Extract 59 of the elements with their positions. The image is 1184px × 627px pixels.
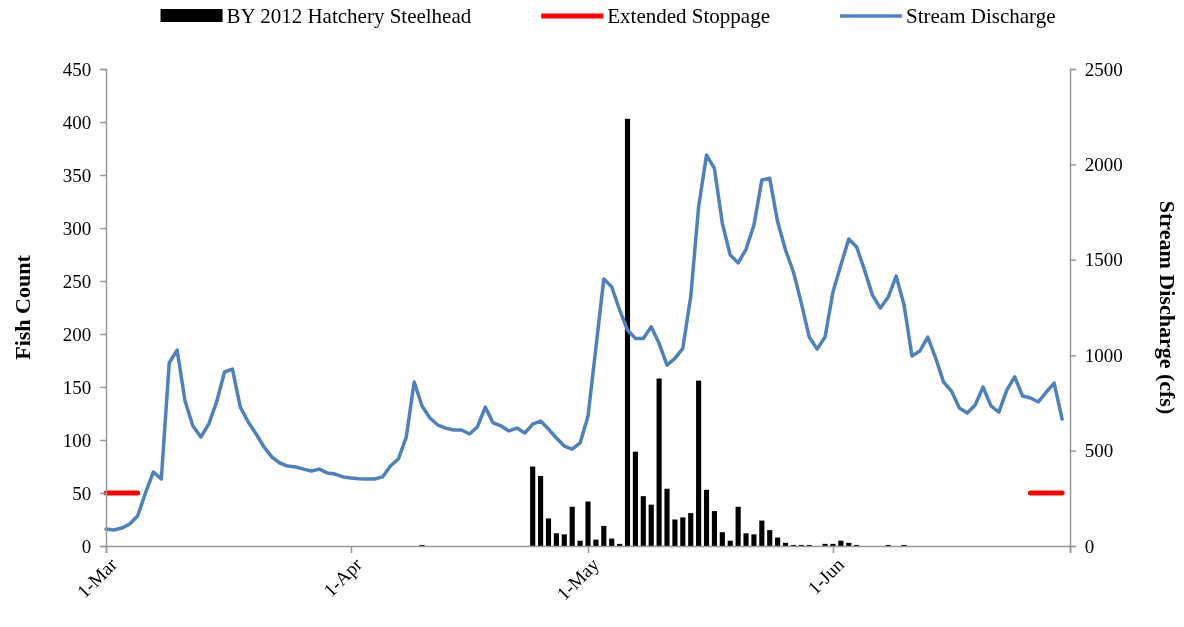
legend-label: BY 2012 Hatchery Steelhead [226, 4, 472, 28]
bar [703, 489, 710, 546]
bar [656, 378, 662, 546]
bar [538, 476, 544, 546]
bar [593, 539, 599, 546]
bar [688, 513, 694, 546]
y-tick-label: 300 [62, 217, 92, 239]
y2-tick-label: 1500 [1084, 249, 1123, 271]
bar [672, 519, 678, 546]
bar [617, 543, 623, 546]
y2-tick-label: 2500 [1084, 58, 1123, 80]
bar [577, 540, 583, 546]
bar [846, 542, 852, 546]
y2-tick-label: 0 [1084, 535, 1095, 557]
y-tick-label: 450 [62, 58, 92, 80]
y-tick-label: 400 [62, 111, 92, 133]
bar [838, 540, 844, 546]
bar [569, 506, 575, 546]
bar [553, 533, 559, 546]
y-tick-label: 50 [72, 482, 92, 504]
bar [624, 118, 631, 546]
bar [759, 520, 765, 546]
y-tick-label: 100 [62, 429, 92, 451]
bar [735, 506, 741, 546]
y2-axis-title: Stream Discharge (cfs) [1155, 200, 1180, 415]
bar [609, 538, 615, 546]
bar [711, 511, 717, 546]
y-tick-label: 250 [62, 270, 92, 292]
bar [640, 496, 646, 546]
y-tick-label: 200 [62, 323, 92, 345]
bar [751, 534, 757, 546]
bar [767, 530, 773, 546]
bar [530, 466, 536, 546]
bar [696, 380, 702, 546]
y2-tick-label: 1000 [1084, 344, 1123, 366]
bar [743, 533, 749, 546]
line-series [104, 153, 1064, 532]
y-axis-title: Fish Count [10, 254, 35, 360]
bar [822, 543, 828, 546]
y-tick-label: 150 [62, 376, 92, 398]
bar [727, 540, 733, 546]
bar [664, 488, 670, 546]
legend-label: Stream Discharge [905, 4, 1056, 28]
y2-tick-label: 500 [1084, 440, 1114, 462]
bar [585, 501, 591, 546]
bar [719, 532, 725, 546]
bar [601, 525, 607, 546]
bar [632, 451, 638, 546]
y-tick-label: 0 [81, 535, 92, 557]
bar [648, 504, 654, 546]
y2-tick-label: 2000 [1084, 153, 1123, 175]
y-tick-label: 350 [62, 164, 92, 186]
bar [561, 534, 567, 546]
bar [775, 537, 781, 546]
bar [830, 543, 836, 546]
bar [680, 517, 686, 546]
bar [545, 518, 552, 546]
bar [782, 542, 789, 546]
legend-label: Extended Stoppage [607, 4, 770, 28]
